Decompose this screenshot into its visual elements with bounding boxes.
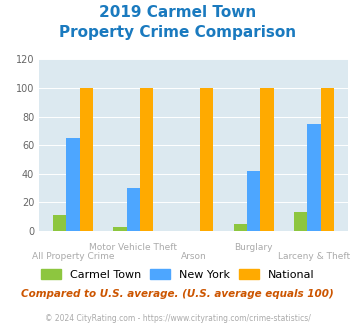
Bar	[247, 171, 260, 231]
Text: © 2024 CityRating.com - https://www.cityrating.com/crime-statistics/: © 2024 CityRating.com - https://www.city…	[45, 314, 310, 323]
Text: Arson: Arson	[181, 252, 206, 261]
Text: 2019 Carmel Town: 2019 Carmel Town	[99, 5, 256, 20]
Legend: Carmel Town, New York, National: Carmel Town, New York, National	[37, 265, 318, 284]
Text: Motor Vehicle Theft: Motor Vehicle Theft	[89, 243, 177, 251]
Text: Larceny & Theft: Larceny & Theft	[278, 252, 350, 261]
Bar	[140, 88, 153, 231]
Text: All Property Crime: All Property Crime	[32, 252, 114, 261]
Bar	[113, 227, 127, 231]
Text: Compared to U.S. average. (U.S. average equals 100): Compared to U.S. average. (U.S. average …	[21, 289, 334, 299]
Bar	[127, 188, 140, 231]
Bar	[80, 88, 93, 231]
Bar	[307, 124, 321, 231]
Bar	[66, 138, 80, 231]
Text: Property Crime Comparison: Property Crime Comparison	[59, 25, 296, 40]
Bar	[53, 215, 66, 231]
Bar	[321, 88, 334, 231]
Bar	[234, 224, 247, 231]
Bar	[294, 213, 307, 231]
Bar	[260, 88, 274, 231]
Text: Burglary: Burglary	[234, 243, 273, 251]
Bar	[200, 88, 213, 231]
